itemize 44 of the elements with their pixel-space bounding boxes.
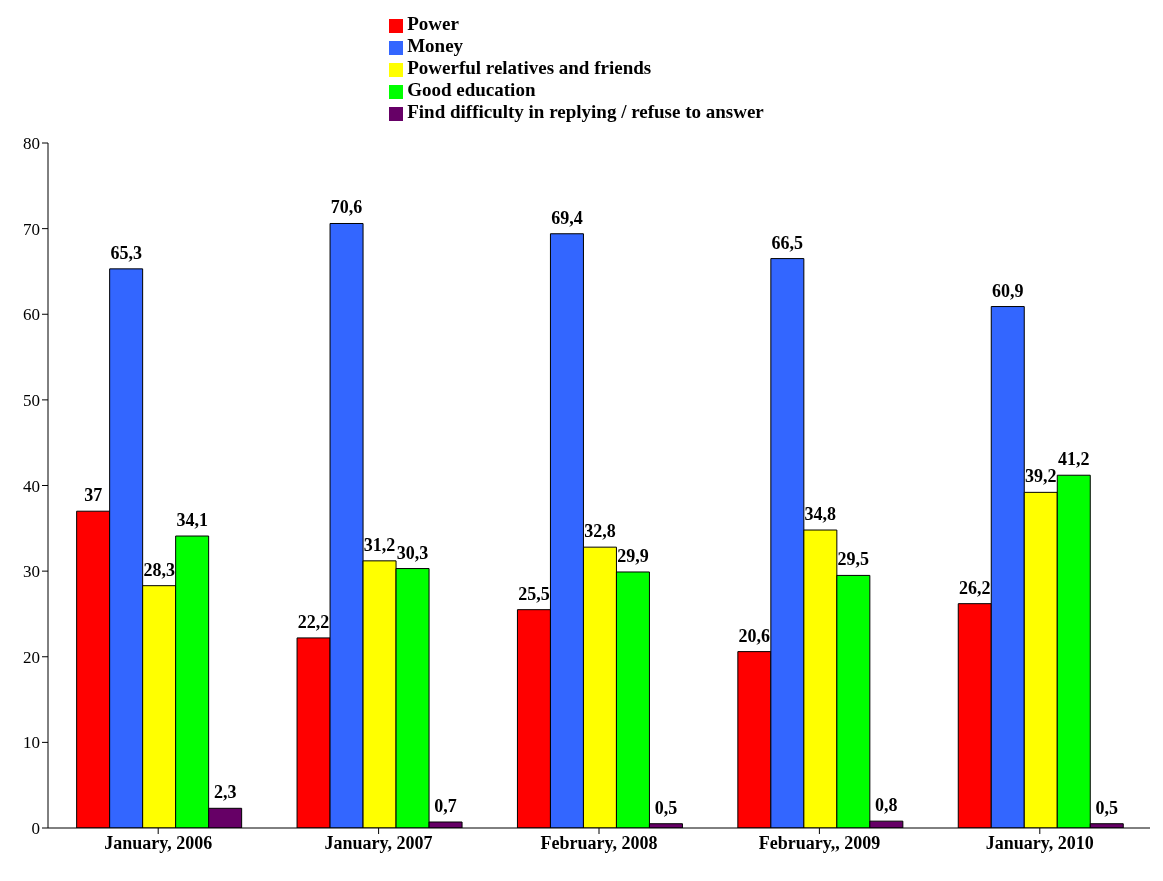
y-tick-label: 20 [23,647,40,667]
legend-label: Money [407,35,464,56]
data-label: 31,2 [363,534,396,555]
data-label: 65,3 [110,242,142,263]
data-label: 0,7 [434,796,457,817]
x-tick-label: February,, 2009 [758,832,881,853]
data-label: 0,8 [875,795,898,816]
x-tick-label: February, 2008 [540,832,658,853]
legend-label: Good education [407,79,536,100]
legend-label: Power [407,13,459,34]
data-label: 37 [84,485,103,506]
data-label: 60,9 [992,280,1024,301]
data-label: 69,4 [551,207,583,228]
data-label: 29,9 [617,545,649,566]
x-tick-label: January, 2007 [324,832,433,853]
data-label: 66,5 [771,232,804,253]
data-label: 34,8 [804,504,837,525]
data-label: 26,2 [959,577,991,598]
data-label: 2,3 [213,782,237,803]
y-tick-label: 10 [23,733,40,753]
legend-label: Powerful relatives and friends [407,57,652,78]
y-tick-label: 70 [23,219,40,239]
x-tick-label: January, 2006 [104,832,213,853]
data-label: 39,2 [1025,466,1057,487]
y-tick-label: 40 [23,476,40,496]
x-tick-label: January, 2010 [985,832,1094,853]
data-label: 32,8 [584,521,616,542]
data-label: 0,5 [1095,797,1118,818]
legend-label: Find difficulty in replying / refuse to answer [407,101,764,122]
data-label: 25,5 [518,583,550,604]
y-tick-label: 80 [23,134,40,154]
data-label: 0,5 [654,797,678,818]
data-label: 34,1 [176,510,208,531]
data-label: 22,2 [297,611,330,632]
y-tick-label: 30 [23,562,40,582]
y-tick-label: 0 [31,819,40,839]
data-label: 70,6 [330,197,363,218]
data-label: 20,6 [738,625,771,646]
data-label: 41,2 [1058,449,1090,470]
y-tick-label: 60 [23,305,40,325]
y-tick-label: 50 [23,390,40,410]
data-label: 29,5 [837,549,870,570]
data-label: 30,3 [396,542,429,563]
data-label: 28,3 [143,559,175,580]
